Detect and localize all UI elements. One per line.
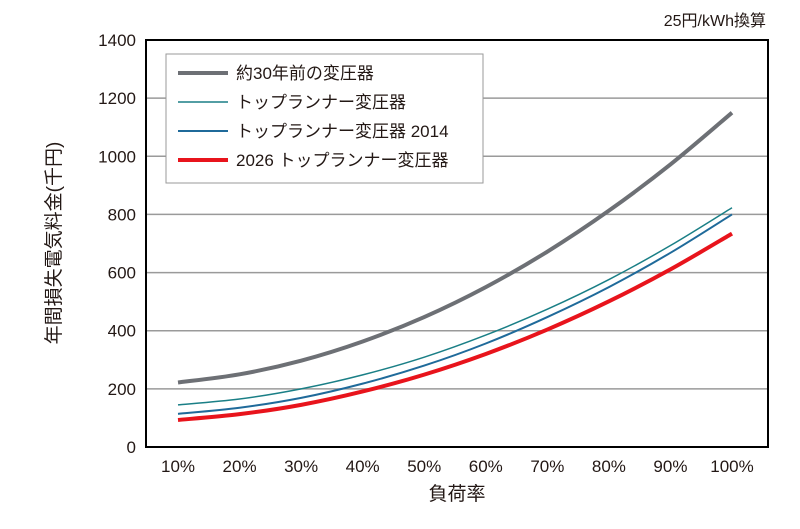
unit-note: 25円/kWh換算 — [664, 11, 766, 30]
x-tick-labels: 10% 20% 30% 40% 50% 60% 70% 80% 90% 100% — [161, 457, 754, 476]
series-line-3 — [177, 231, 734, 422]
x-tick-label: 20% — [223, 457, 257, 476]
x-tick-label: 50% — [407, 457, 441, 476]
y-tick-label: 200 — [108, 380, 136, 399]
plot-frame — [145, 39, 769, 448]
x-tick-label: 80% — [592, 457, 626, 476]
y-tick-label: 1400 — [98, 31, 136, 50]
y-tick-label: 800 — [108, 205, 136, 224]
y-tick-labels: 0 200 400 600 800 1000 1200 1400 — [98, 31, 136, 457]
x-tick-label: 90% — [653, 457, 687, 476]
series-line-2 — [177, 213, 733, 415]
legend-label: 約30年前の変圧器 — [236, 64, 374, 83]
series-lines — [177, 111, 734, 422]
x-tick-label: 40% — [346, 457, 380, 476]
legend-label: 2026 トップランナー変圧器 — [236, 151, 449, 170]
y-tick-label: 1000 — [98, 147, 136, 166]
x-tick-label: 70% — [530, 457, 564, 476]
y-tick-label: 400 — [108, 322, 136, 341]
y-tick-label: 1200 — [98, 89, 136, 108]
x-tick-label: 100% — [710, 457, 753, 476]
x-tick-label: 60% — [469, 457, 503, 476]
x-tick-label: 30% — [284, 457, 318, 476]
legend-label: トップランナー変圧器 2014 — [236, 122, 449, 141]
series-line-0 — [177, 111, 734, 385]
x-axis-label: 負荷率 — [428, 483, 485, 505]
legend-label: トップランナー変圧器 — [236, 93, 406, 112]
x-tick-label: 10% — [161, 457, 195, 476]
series-line-1 — [177, 207, 733, 406]
y-tick-label: 0 — [127, 438, 136, 457]
y-tick-label: 600 — [108, 264, 136, 283]
y-axis-label: 年間損失電気料金(千円) — [43, 142, 65, 345]
